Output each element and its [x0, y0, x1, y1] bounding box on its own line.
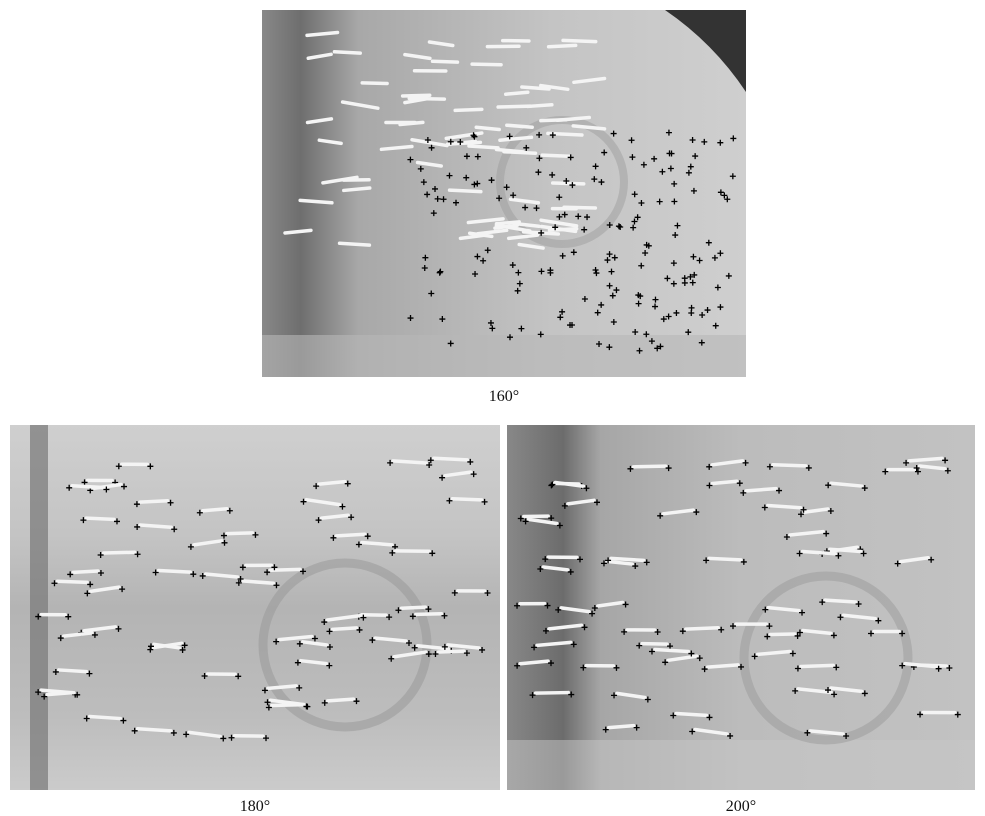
tracer-dash	[242, 581, 274, 583]
tracer-dash	[362, 83, 387, 84]
tracer-dash	[333, 628, 357, 629]
tracer-dash	[401, 607, 425, 608]
tracer-dash	[450, 190, 481, 191]
tracer-dash	[549, 45, 576, 46]
tracer-dash	[498, 106, 530, 107]
tracer-dash	[504, 152, 536, 154]
tracer-dash	[90, 717, 121, 719]
tracer-dash	[611, 558, 644, 560]
tracer-dash	[469, 146, 498, 148]
tracer-dash	[803, 552, 836, 554]
image-band	[262, 335, 746, 377]
tracer-dash	[336, 534, 364, 536]
caption: 160°	[489, 388, 519, 405]
tracer-dash	[138, 729, 171, 731]
tracer-dash	[563, 40, 596, 41]
tracer-dash	[542, 155, 569, 156]
edge-band	[30, 425, 48, 790]
tracer-dash	[86, 518, 114, 519]
tracer-dash	[159, 571, 191, 573]
tracer-dash	[227, 533, 252, 534]
tracer-dash	[59, 670, 87, 672]
tracer-dash	[362, 543, 392, 545]
panel-200	[507, 425, 975, 790]
tracer-dash	[268, 686, 296, 688]
tracer-dash	[770, 634, 794, 635]
tracer-dash	[536, 693, 569, 694]
tracer-dash	[709, 558, 741, 560]
tracer-dash	[104, 552, 135, 553]
tracer-dash	[746, 489, 776, 491]
tracer-dash	[541, 120, 566, 121]
panel-160	[262, 10, 746, 377]
tracer-dash	[403, 95, 430, 96]
tracer-dash	[553, 183, 584, 184]
tracer-dash	[768, 505, 801, 507]
tracer-dash	[393, 461, 426, 463]
tracer-dash	[708, 665, 738, 667]
figure: 160° 180° 200°	[0, 0, 985, 816]
tracer-dash	[773, 465, 806, 466]
tracer-dash	[140, 501, 168, 502]
tracer-dash	[655, 649, 688, 651]
tracer-dash	[328, 699, 354, 701]
tracer-dash	[609, 726, 634, 728]
tracer-dash	[416, 614, 442, 615]
tracer-dash	[72, 486, 103, 488]
tracer-dash	[712, 481, 736, 483]
tracer-dash	[633, 466, 665, 467]
caption: 180°	[240, 798, 270, 815]
tracer-dash	[472, 64, 501, 65]
tracer-dash	[203, 509, 227, 511]
tracer-dash	[73, 571, 98, 572]
caption: 200°	[726, 798, 756, 815]
tracer-dash	[455, 109, 482, 110]
image-band	[507, 740, 975, 790]
tracer-dash	[830, 549, 861, 551]
tracer-dash	[433, 61, 458, 62]
tracer-dash	[801, 665, 833, 666]
tracer-dash	[564, 207, 595, 208]
tracer-dash	[334, 52, 360, 53]
tracer-dash	[686, 628, 718, 629]
tracer-dash	[507, 125, 532, 127]
tracer-dash	[344, 188, 370, 190]
tracer-dash	[434, 458, 467, 460]
tracer-dash	[340, 243, 370, 245]
tracer-dash	[140, 525, 171, 527]
tracer-dash	[448, 142, 481, 144]
tracer-dash	[476, 127, 499, 129]
tracer-dash	[300, 200, 332, 202]
tracer-dash	[438, 651, 463, 652]
tracer-dash	[319, 482, 345, 484]
tracer-dash	[57, 581, 87, 582]
image	[507, 425, 975, 790]
tracer-dash	[825, 600, 855, 602]
panel-180	[10, 425, 500, 790]
tracer-dash	[506, 92, 528, 94]
tracer-dash	[676, 714, 706, 716]
tracer-dash	[452, 499, 481, 500]
